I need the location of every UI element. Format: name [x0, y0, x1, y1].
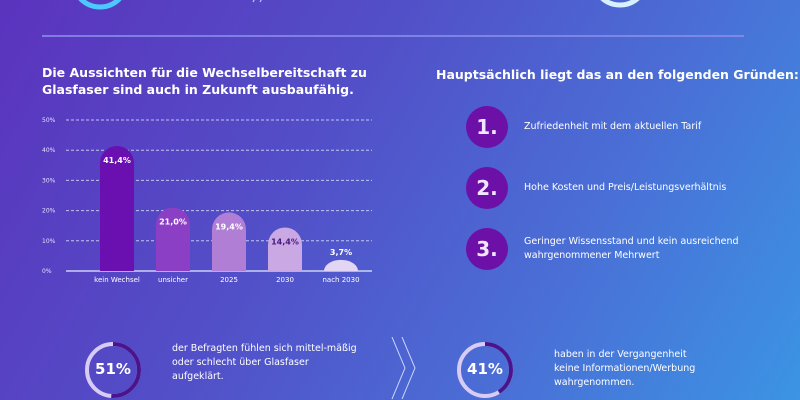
ring-fill	[85, 342, 141, 398]
data-label: 3,7%	[330, 248, 352, 257]
reason-text: Geringer Wissensstand und kein ausreiche…	[524, 236, 739, 261]
bar	[100, 145, 134, 271]
reason-item-1: 1. Zufriedenheit mit dem aktuellen Tarif	[466, 106, 701, 148]
data-label: 19,4%	[215, 222, 243, 231]
x-tick-label: nach 2030	[322, 276, 359, 284]
reason-number: 2.	[466, 167, 508, 209]
x-tick-label: 2025	[220, 276, 238, 284]
bar-chart: 0% 10% 20% 30% 40% 50% 41,4% kein Wechsel 21,0% u…	[42, 117, 372, 284]
data-label: 21,0%	[159, 218, 187, 227]
chevron-right-icon	[391, 337, 416, 400]
stat-ring-41	[457, 342, 513, 398]
reason-item-3: 3. Geringer Wissensstand und kein ausrei…	[466, 228, 744, 270]
bar	[212, 212, 246, 271]
y-tick-label: 10%	[42, 238, 56, 245]
top-ring-right	[600, 0, 640, 8]
stat-value: 51%	[95, 360, 131, 378]
reason-text: Zufriedenheit mit dem aktuellen Tarif	[524, 121, 702, 132]
y-tick-label: 40%	[42, 147, 56, 154]
reasons-title: Hauptsächlich liegt das an den folgenden…	[436, 67, 799, 82]
stat-ring-51	[85, 342, 141, 398]
data-label: 14,4%	[271, 238, 299, 247]
ring-fill	[457, 342, 513, 398]
section-divider	[42, 35, 744, 37]
top-chevron-icon	[252, 0, 262, 3]
reason-number: 1.	[466, 106, 508, 148]
bar	[156, 207, 190, 271]
stat-text: der Befragten fühlen sich mittel-mäßig o…	[172, 343, 357, 382]
stat-text: haben in der Vergangenheit keine Informa…	[554, 349, 696, 388]
reason-number: 3.	[466, 228, 508, 270]
x-tick-label: kein Wechsel	[94, 276, 140, 284]
x-tick-label: 2030	[276, 276, 294, 284]
stat-value: 41%	[467, 360, 503, 378]
chart-title: Die Aussichten für die Wechselbereitscha…	[42, 65, 367, 97]
y-tick-label: 0%	[42, 268, 52, 275]
y-tick-label: 50%	[42, 117, 56, 124]
top-ring-left	[78, 0, 122, 10]
y-tick-label: 30%	[42, 177, 56, 184]
bar	[268, 227, 302, 271]
reason-item-2: 2. Hohe Kosten und Preis/Leistungsverhäl…	[466, 167, 726, 209]
bar	[324, 259, 358, 271]
data-label: 41,4%	[103, 156, 131, 165]
y-tick-label: 20%	[42, 208, 56, 215]
reason-text: Hohe Kosten und Preis/Leistungsverhältni…	[524, 182, 727, 193]
x-tick-label: unsicher	[158, 276, 188, 284]
